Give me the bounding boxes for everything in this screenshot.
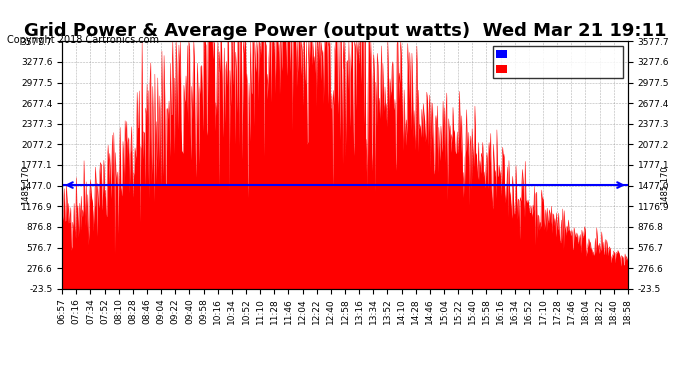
Legend: Average  (AC Watts), Grid  (AC Watts): Average (AC Watts), Grid (AC Watts)	[493, 46, 622, 78]
Text: Copyright 2018 Cartronics.com: Copyright 2018 Cartronics.com	[7, 35, 159, 45]
Text: 1485.170: 1485.170	[21, 165, 30, 205]
Text: 1485.170: 1485.170	[660, 165, 669, 205]
Title: Grid Power & Average Power (output watts)  Wed Mar 21 19:11: Grid Power & Average Power (output watts…	[23, 22, 667, 40]
